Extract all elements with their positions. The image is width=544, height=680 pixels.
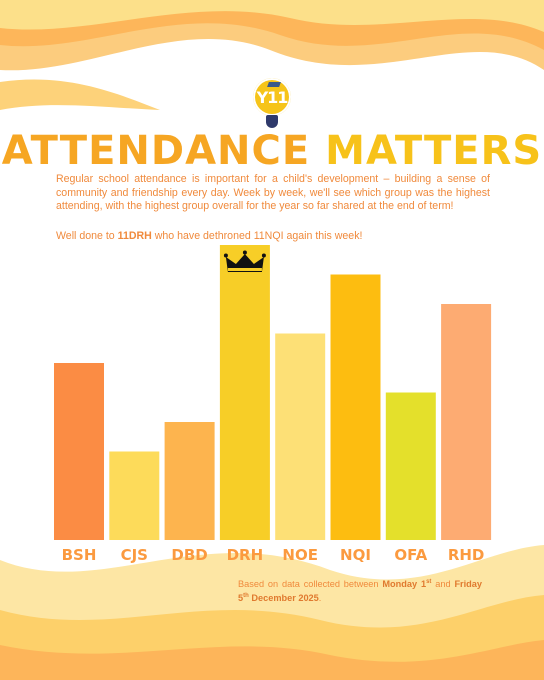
bar-label-noe: NOE — [282, 546, 318, 564]
bar-label-rhd: RHD — [448, 546, 485, 564]
footnote-date-1-sup: st — [426, 579, 432, 585]
bar-label-cjs: CJS — [121, 546, 148, 564]
bar-bsh — [54, 363, 104, 540]
footnote-date-1: Monday 1st — [382, 579, 431, 589]
note-group: 11DRH — [117, 230, 152, 242]
title-word-1: ATTENDANCE — [1, 128, 311, 174]
bar-label-drh: DRH — [227, 546, 264, 564]
bar-nqi — [330, 274, 381, 540]
bar-cjs — [109, 451, 160, 540]
bar-label-bsh: BSH — [62, 546, 97, 564]
footnote-date-2-sup: th — [243, 593, 249, 600]
school-crest-icon — [266, 115, 278, 128]
footnote-date-2: Friday 5th December 2025 — [238, 579, 482, 603]
year-badge: Y11 — [253, 78, 291, 116]
bar-noe — [275, 333, 326, 540]
congrats-note: Well done to 11DRH who have dethroned 11… — [56, 230, 496, 244]
badge-text: Y11 — [256, 88, 289, 107]
bar-dbd — [164, 422, 215, 540]
footnote-date-2-day: Friday 5 — [238, 579, 483, 604]
bar-label-dbd: DBD — [171, 546, 207, 564]
footnote-end: . — [318, 593, 322, 604]
title-word-2: MATTERS — [325, 128, 543, 174]
footnote-prefix: Based on data collected between — [238, 579, 383, 590]
data-footnote: Based on data collected between Monday 1… — [238, 576, 482, 604]
footnote-date-2-rest: December 2025 — [248, 593, 319, 604]
bar-drh — [219, 245, 270, 540]
footnote-date-1-day: Monday 1 — [382, 579, 427, 590]
bar-rhd — [441, 304, 492, 540]
bar-label-ofa: OFA — [394, 546, 427, 564]
footnote-middle: and — [431, 579, 455, 590]
intro-paragraph: Regular school attendance is important f… — [56, 173, 490, 212]
crown-icon — [223, 250, 266, 272]
note-suffix: who have dethroned 11NQI again this week… — [151, 230, 363, 242]
bar-label-nqi: NQI — [340, 546, 371, 564]
bar-ofa — [385, 392, 436, 540]
page-title: ATTENDANCE MATTERS — [0, 128, 544, 174]
note-prefix: Well done to — [56, 230, 118, 242]
